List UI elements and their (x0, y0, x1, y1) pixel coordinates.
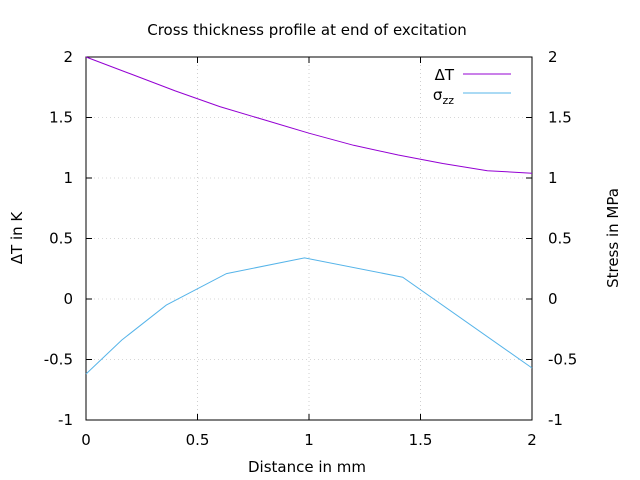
x-tick-label: 1.5 (409, 431, 433, 449)
y-axis-left-ticks: -1 -0.5 0 0.5 1 1.5 2 (44, 48, 92, 429)
y-right-tick-label: 0 (548, 290, 558, 308)
x-axis-label: Distance in mm (248, 458, 366, 476)
legend: ΔT σzz (433, 66, 511, 107)
y-axis-right-label: Stress in MPa (604, 188, 622, 288)
y-right-tick-label: 1 (548, 169, 558, 187)
x-tick-label: 2 (527, 431, 537, 449)
delta-t-line (85, 56, 533, 174)
y-left-tick-label: 1 (63, 169, 73, 187)
legend-sigma-symbol: σ (433, 86, 443, 104)
x-axis-ticks: 0 0.5 1 1.5 2 (81, 57, 537, 449)
x-tick-label: 1 (304, 431, 314, 449)
series-lines (85, 56, 533, 375)
y-right-tick-label: -0.5 (548, 351, 577, 369)
legend-sigma-subscript: zz (442, 94, 454, 107)
y-right-tick-label: 0.5 (548, 230, 572, 248)
y-right-tick-label: 2 (548, 48, 558, 66)
legend-label-delta-t: ΔT (435, 66, 455, 84)
grid-lines (86, 57, 532, 420)
y-axis-right-ticks: -1 -0.5 0 0.5 1 1.5 2 (526, 48, 577, 429)
y-left-tick-label: 2 (63, 48, 73, 66)
y-right-tick-label: -1 (548, 411, 563, 429)
sigma-zz-line (85, 257, 533, 375)
y-left-tick-label: -0.5 (44, 351, 73, 369)
y-right-tick-label: 1.5 (548, 109, 572, 127)
y-left-tick-label: -1 (58, 411, 73, 429)
chart-title: Cross thickness profile at end of excita… (147, 21, 467, 39)
x-tick-label: 0.5 (186, 431, 210, 449)
y-left-tick-label: 1.5 (49, 109, 73, 127)
legend-label-sigma-zz: σzz (433, 86, 454, 107)
y-left-tick-label: 0 (63, 290, 73, 308)
y-axis-left-label: ΔT in K (8, 211, 26, 265)
y-left-tick-label: 0.5 (49, 230, 73, 248)
x-tick-label: 0 (81, 431, 91, 449)
